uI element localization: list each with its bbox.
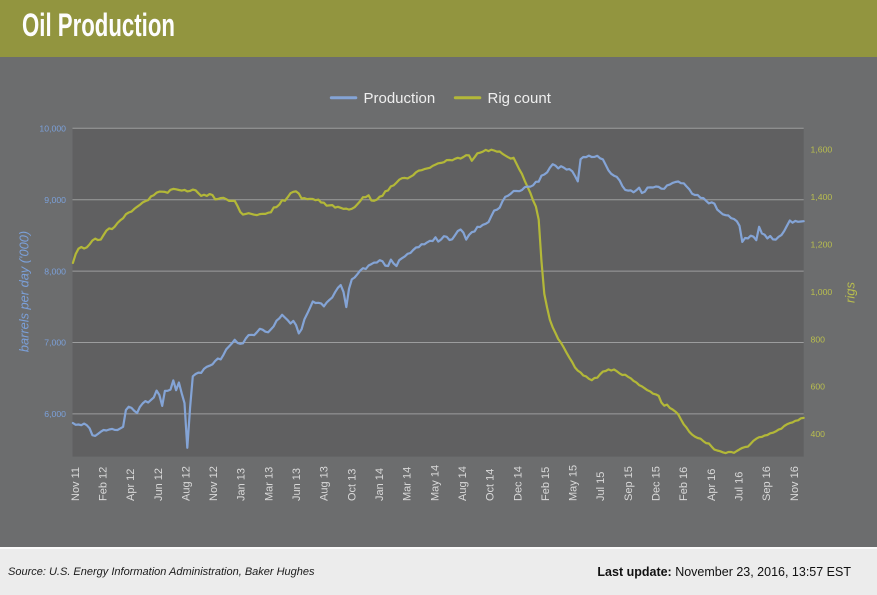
svg-text:Mar 13: Mar 13 bbox=[263, 467, 275, 501]
svg-text:1,200: 1,200 bbox=[811, 240, 833, 250]
svg-text:Oct 13: Oct 13 bbox=[346, 469, 358, 501]
svg-text:Aug 12: Aug 12 bbox=[180, 466, 192, 501]
svg-text:6,000: 6,000 bbox=[44, 409, 66, 419]
svg-text:600: 600 bbox=[811, 382, 826, 392]
svg-text:1,400: 1,400 bbox=[811, 192, 833, 202]
svg-text:Apr 16: Apr 16 bbox=[706, 469, 718, 501]
svg-text:Feb 12: Feb 12 bbox=[98, 467, 110, 501]
svg-text:10,000: 10,000 bbox=[39, 124, 66, 134]
svg-text:400: 400 bbox=[811, 429, 826, 439]
svg-text:Jan 13: Jan 13 bbox=[236, 468, 248, 501]
svg-text:Feb 15: Feb 15 bbox=[540, 467, 552, 501]
svg-text:Rig count: Rig count bbox=[488, 90, 552, 107]
svg-text:Jun 12: Jun 12 bbox=[153, 468, 165, 501]
svg-text:Apr 12: Apr 12 bbox=[125, 469, 137, 501]
svg-text:May 14: May 14 bbox=[429, 465, 441, 501]
svg-text:Production: Production bbox=[364, 90, 436, 107]
svg-text:May 15: May 15 bbox=[568, 465, 580, 501]
svg-text:9,000: 9,000 bbox=[44, 195, 66, 205]
svg-text:barrels per day ('000): barrels per day ('000) bbox=[17, 231, 32, 352]
svg-text:8,000: 8,000 bbox=[44, 266, 66, 276]
svg-text:800: 800 bbox=[811, 334, 826, 344]
svg-text:Nov 12: Nov 12 bbox=[208, 466, 220, 501]
svg-text:1,600: 1,600 bbox=[811, 145, 833, 155]
svg-text:1,000: 1,000 bbox=[811, 287, 833, 297]
svg-text:Jan 14: Jan 14 bbox=[374, 468, 386, 501]
svg-text:Jul 15: Jul 15 bbox=[595, 472, 607, 501]
svg-text:Sep 15: Sep 15 bbox=[623, 466, 635, 501]
svg-text:Jun 13: Jun 13 bbox=[291, 468, 303, 501]
svg-text:rigs: rigs bbox=[843, 282, 858, 303]
svg-text:Nov 11: Nov 11 bbox=[70, 467, 82, 501]
svg-text:Dec 15: Dec 15 bbox=[651, 466, 663, 501]
svg-text:Nov 16: Nov 16 bbox=[789, 466, 801, 501]
svg-text:Mar 14: Mar 14 bbox=[402, 467, 414, 501]
svg-text:Feb 16: Feb 16 bbox=[678, 467, 690, 501]
svg-text:7,000: 7,000 bbox=[44, 338, 66, 348]
svg-text:Aug 14: Aug 14 bbox=[457, 466, 469, 501]
svg-text:Dec 14: Dec 14 bbox=[512, 466, 524, 501]
svg-text:Jul 16: Jul 16 bbox=[734, 472, 746, 501]
svg-text:Aug 13: Aug 13 bbox=[319, 466, 331, 501]
svg-text:Oct 14: Oct 14 bbox=[485, 469, 497, 501]
svg-text:Sep 16: Sep 16 bbox=[761, 466, 773, 501]
